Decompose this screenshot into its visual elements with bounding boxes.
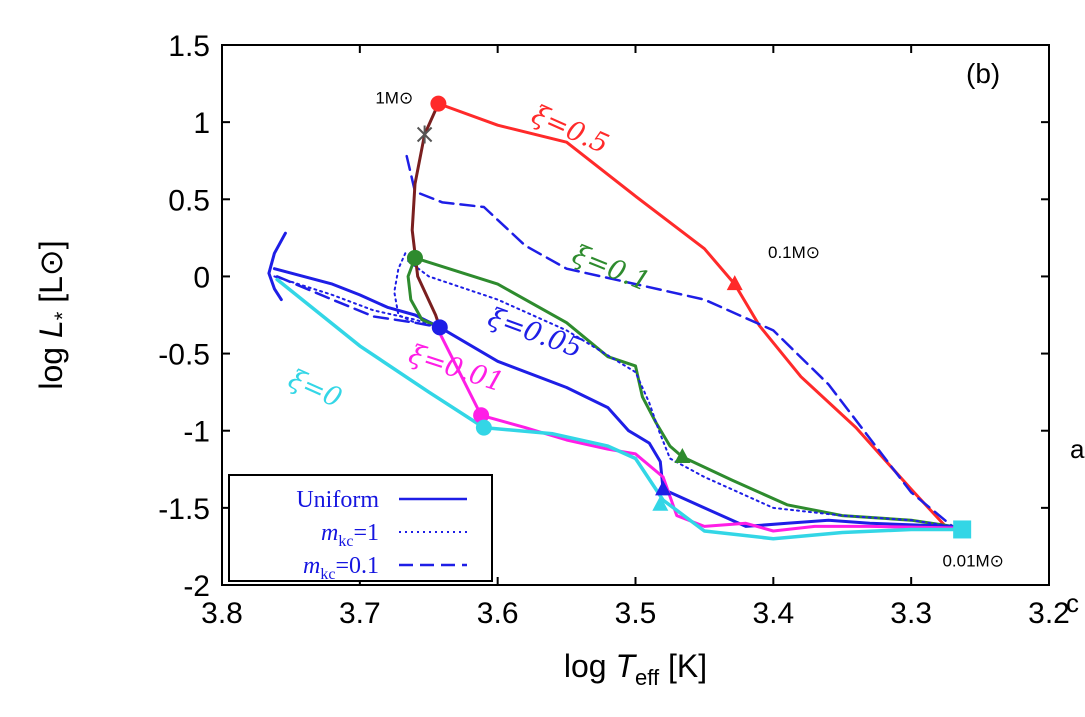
y-tick-label: 1 (193, 107, 210, 140)
marker-circle (475, 419, 492, 436)
y-tick-label: 0.5 (168, 184, 210, 217)
y-tick-label: -2 (183, 570, 210, 603)
y-tick-label: 0 (193, 261, 210, 294)
series-line-early_dashed (275, 275, 442, 329)
series-line-early_blob (267, 231, 287, 302)
panel-label: (b) (966, 58, 1000, 89)
x-tick-label: 3.2 (1028, 597, 1070, 630)
marker-triangle (726, 275, 743, 291)
x-tick-label: 3.3 (890, 597, 932, 630)
marker-circle (473, 407, 490, 424)
series-group (267, 102, 964, 541)
x-tick-label: 3.6 (477, 597, 519, 630)
x-tick-label: 3.8 (201, 597, 243, 630)
marker-triangle (652, 495, 669, 511)
series-label: ξ=0.05 (484, 302, 586, 365)
y-tick-label: 1.5 (168, 30, 210, 63)
x-tick-label: 3.5 (615, 597, 657, 630)
marker-square (953, 520, 972, 539)
series-line-xi05_mkc01 (405, 154, 954, 528)
x-tick-label: 3.4 (752, 597, 794, 630)
series-line-xi0 (275, 277, 964, 541)
series-label: ξ=0.5 (527, 99, 613, 160)
edge-letter-c: c (1066, 588, 1079, 618)
series-line-xi005 (438, 325, 954, 528)
series-line-xi001 (436, 328, 954, 533)
series-line-xi01_loop (406, 256, 442, 329)
legend-label: mkc=0.1 (303, 553, 379, 583)
mass-annotation: 0.01M⊙ (942, 551, 1004, 570)
series-line-early_dotted (273, 275, 441, 329)
marker-triangle (674, 447, 691, 463)
mass-annotation: 0.1M⊙ (768, 243, 820, 262)
x-axis-title: log Teff [K] (564, 648, 707, 690)
markers-group (406, 95, 972, 539)
marker-circle (406, 249, 423, 266)
series-label: ξ=0.1 (568, 239, 654, 298)
legend-label: Uniform (296, 487, 379, 513)
series-line-left_blue_loop (393, 252, 444, 329)
y-tick-label: -0.5 (158, 339, 210, 372)
edge-letter-a: a (1070, 434, 1085, 464)
axes: 3.8 3.7 3.6 3.5 3.4 3.3 3.2 1.5 1 0.5 0 -0.5 -1 -1.5 -… (33, 30, 1070, 690)
marker-circle (431, 319, 448, 336)
marker-triangle (655, 480, 672, 496)
y-tick-label: -1.5 (158, 493, 210, 526)
series-label: ξ=0.01 (405, 339, 507, 399)
marker-cross (416, 125, 433, 144)
legend-box (228, 474, 493, 582)
y-tick-label: -1 (183, 416, 210, 449)
marker-circle (430, 95, 447, 112)
y-axis-title: log L* [L⊙] (33, 240, 75, 389)
x-tick-label: 3.7 (339, 597, 381, 630)
series-line-xi01_mkc1 (407, 260, 954, 528)
series-label: ξ=0 (284, 364, 347, 415)
legend-label: mkc=1 (321, 520, 379, 550)
mass-annotation: 1M⊙ (375, 89, 413, 108)
